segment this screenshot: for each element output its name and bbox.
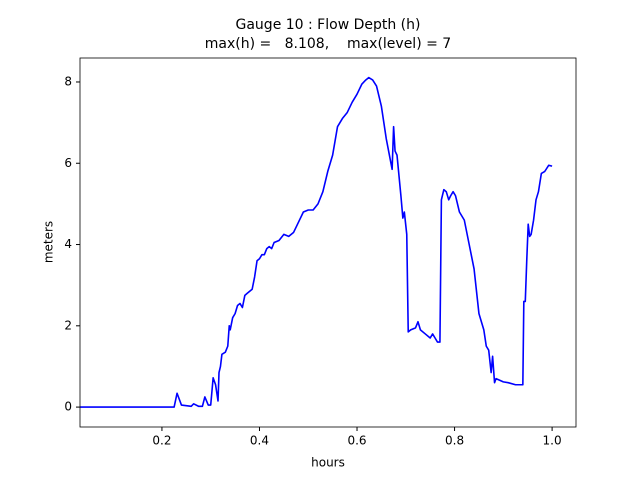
y-tick-label: 2 — [64, 318, 72, 332]
x-tick-label: 0.8 — [445, 434, 464, 448]
x-tick-label: 0.4 — [250, 434, 269, 448]
x-axis-label: hours — [311, 456, 345, 470]
x-tick-label: 0.6 — [347, 434, 366, 448]
y-tick-label: 6 — [64, 156, 72, 170]
x-tick-label: 1.0 — [543, 434, 562, 448]
data-line — [80, 76, 553, 408]
y-tick-label: 4 — [64, 237, 72, 251]
y-tick-label: 0 — [64, 400, 72, 414]
chart-title: Gauge 10 : Flow Depth (h) — [236, 17, 421, 33]
chart-subtitle: max(h) = 8.108, max(level) = 7 — [205, 36, 451, 52]
plot-frame — [79, 57, 577, 428]
x-tick-label: 0.2 — [152, 434, 171, 448]
y-tick-label: 8 — [64, 74, 72, 88]
y-axis-label: meters — [42, 221, 56, 263]
